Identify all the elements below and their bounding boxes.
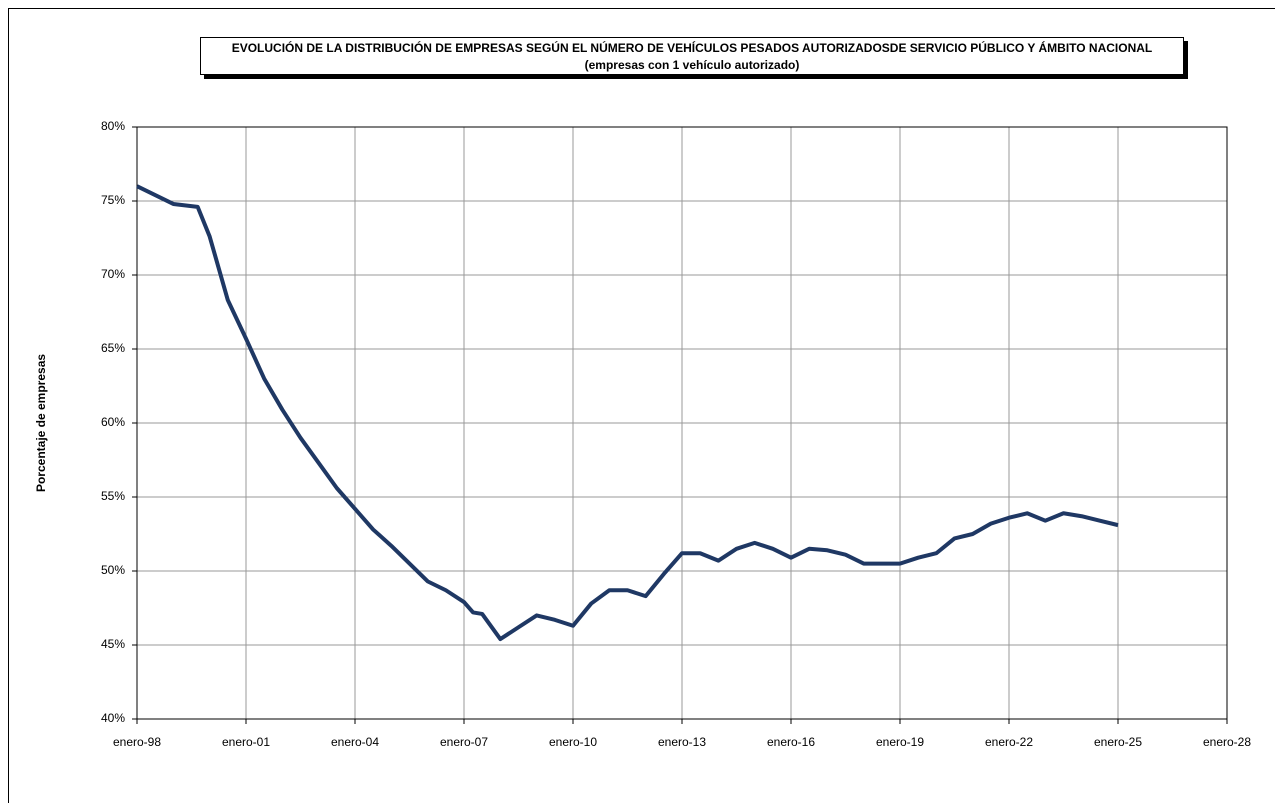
x-tick-label: enero-10	[549, 735, 597, 749]
y-tick-label: 50%	[101, 563, 125, 577]
x-tick-label: enero-04	[331, 735, 379, 749]
x-tick-label: enero-28	[1203, 735, 1251, 749]
x-tick-label: enero-13	[658, 735, 706, 749]
x-tick-label: enero-22	[985, 735, 1033, 749]
y-tick-label: 55%	[101, 489, 125, 503]
y-tick-label: 40%	[101, 711, 125, 725]
y-tick-label: 65%	[101, 341, 125, 355]
y-tick-label: 70%	[101, 267, 125, 281]
plot-border	[136, 126, 1228, 720]
y-tick-label: 45%	[101, 637, 125, 651]
data-line	[136, 184, 1119, 642]
chart-title: EVOLUCIÓN DE LA DISTRIBUCIÓN DE EMPRESAS…	[200, 37, 1184, 75]
y-axis-label: Porcentaje de empresas	[34, 354, 48, 492]
x-tick-label: enero-07	[440, 735, 488, 749]
x-tick-label: enero-19	[876, 735, 924, 749]
x-tick-label: enero-16	[767, 735, 815, 749]
x-tick-label: enero-98	[113, 735, 161, 749]
y-tick-label: 75%	[101, 193, 125, 207]
y-tick-label: 60%	[101, 415, 125, 429]
y-tick-label: 80%	[101, 119, 125, 133]
x-tick-label: enero-01	[222, 735, 270, 749]
x-tick-label: enero-25	[1094, 735, 1142, 749]
chart-frame	[8, 8, 1275, 803]
